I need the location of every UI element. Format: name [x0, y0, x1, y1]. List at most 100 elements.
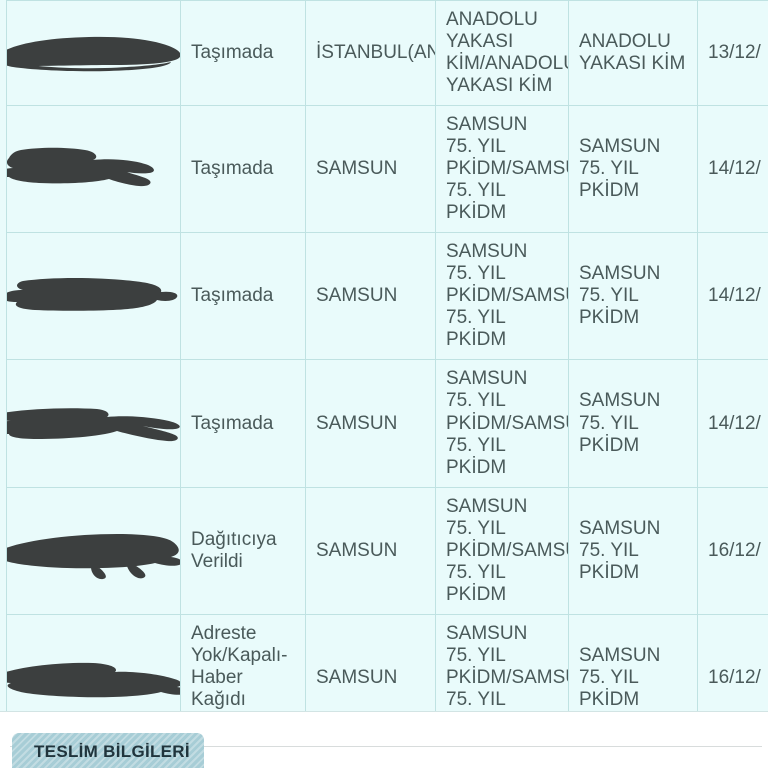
- status-line: Bırakıldı: [191, 711, 295, 712]
- destination-line: SAMSUN: [579, 517, 661, 539]
- recipient-cell-redacted: [6, 359, 181, 488]
- city-text: SAMSUN: [316, 158, 398, 180]
- destination-line: PKİDM: [579, 688, 640, 710]
- route-line: PKİDM/SAMSUN: [446, 666, 568, 688]
- route-line: PKİDM/SAMSUN: [446, 412, 568, 434]
- city-cell: SAMSUN: [305, 613, 436, 711]
- route-line: KİM/ANADOLU: [446, 53, 569, 75]
- destination-line: SAMSUN: [579, 263, 661, 285]
- destination-line: 75. YIL: [579, 285, 639, 307]
- route-line: PKİDM/SAMSUN: [446, 285, 568, 307]
- route-line: 75. YIL: [446, 517, 506, 539]
- route-line: PKİDM: [446, 329, 507, 351]
- redaction-mark-icon: [7, 520, 180, 582]
- route-cell: SAMSUN 75. YIL PKİDM/SAMSUN 75. YIL PKİD…: [435, 486, 569, 615]
- status-line: Adreste: [191, 622, 257, 644]
- table-row[interactable]: Taşımada SAMSUN SAMSUN 75. YIL PKİDM/SAM…: [6, 105, 768, 234]
- city-cell: İSTANBUL(AN: [305, 0, 436, 107]
- date-cell: 14/12/: [697, 359, 768, 488]
- route-line: SAMSUN: [446, 241, 528, 263]
- date-text: 16/12/: [708, 539, 761, 561]
- status-cell: Taşımada: [180, 232, 306, 361]
- route-line: 75. YIL: [446, 263, 506, 285]
- route-line: 75. YIL: [446, 390, 506, 412]
- route-line: SAMSUN: [446, 622, 528, 644]
- status-text: Taşımada: [191, 285, 274, 307]
- date-cell: 16/12/: [697, 613, 768, 711]
- route-line: PKİDM: [446, 711, 568, 712]
- status-line: Kağıdı: [191, 688, 246, 710]
- destination-line: 75. YIL: [579, 539, 639, 561]
- route-line: PKİDM/SAMSUN: [446, 158, 568, 180]
- table-row[interactable]: Adreste Yok/Kapalı- Haber Kağıdı Bırakıl…: [6, 613, 768, 712]
- route-line: YAKASI KİM: [446, 75, 553, 97]
- date-cell: 16/12/: [697, 486, 768, 615]
- redaction-mark-icon: [7, 647, 180, 709]
- table-row[interactable]: Dağıtıcıya Verildi SAMSUN SAMSUN 75. YIL…: [6, 486, 768, 615]
- city-text: SAMSUN: [316, 285, 398, 307]
- status-cell: Dağıtıcıya Verildi: [180, 486, 306, 615]
- destination-line: 75. YIL: [579, 412, 639, 434]
- date-text: 14/12/: [708, 285, 761, 307]
- route-line: 75. YIL: [446, 561, 506, 583]
- destination-cell: SAMSUN 75. YIL PKİDM: [568, 613, 698, 711]
- status-line: Yok/Kapalı-: [191, 644, 288, 666]
- date-cell: 14/12/: [697, 105, 768, 234]
- route-cell: ANADOLU YAKASI KİM/ANADOLU YAKASI KİM: [435, 0, 569, 107]
- recipient-cell-redacted: [6, 105, 181, 234]
- tracking-table-body: Taşımada İSTANBUL(AN ANADOLU YAKASI KİM/…: [6, 0, 768, 712]
- city-text: SAMSUN: [316, 666, 398, 688]
- route-line: SAMSUN: [446, 368, 528, 390]
- redaction-mark-icon: [7, 393, 180, 455]
- route-cell: SAMSUN 75. YIL PKİDM/SAMSUN 75. YIL PKİD…: [435, 232, 569, 361]
- date-text: 13/12/: [708, 42, 761, 64]
- route-line: PKİDM: [446, 456, 507, 478]
- route-line: 75. YIL: [446, 434, 506, 456]
- destination-cell: SAMSUN 75. YIL PKİDM: [568, 486, 698, 615]
- delivery-info-tab[interactable]: TESLİM BİLGİLERİ: [12, 733, 204, 768]
- date-text: 14/12/: [708, 158, 761, 180]
- status-text: Taşımada: [191, 412, 274, 434]
- status-text: Taşımada: [191, 42, 274, 64]
- status-cell: Adreste Yok/Kapalı- Haber Kağıdı Bırakıl…: [180, 613, 306, 712]
- destination-cell: ANADOLU YAKASI KİM: [568, 0, 698, 107]
- table-row[interactable]: Taşımada İSTANBUL(AN ANADOLU YAKASI KİM/…: [6, 0, 768, 107]
- route-line: PKİDM/SAMSUN: [446, 539, 568, 561]
- city-cell: SAMSUN: [305, 232, 436, 361]
- destination-line: YAKASI KİM: [579, 53, 686, 75]
- section-divider: [10, 746, 762, 747]
- date-cell: 14/12/: [697, 232, 768, 361]
- status-line: Haber: [191, 666, 243, 688]
- route-line: 75. YIL: [446, 180, 506, 202]
- route-line: PKİDM: [446, 583, 507, 605]
- status-line: Verildi: [191, 550, 243, 572]
- table-row[interactable]: Taşımada SAMSUN SAMSUN 75. YIL PKİDM/SAM…: [6, 232, 768, 361]
- destination-line: SAMSUN: [579, 136, 661, 158]
- route-line: YAKASI: [446, 31, 514, 53]
- tracking-table-container: Taşımada İSTANBUL(AN ANADOLU YAKASI KİM/…: [0, 0, 768, 712]
- destination-line: 75. YIL: [579, 158, 639, 180]
- recipient-cell-redacted: [6, 232, 181, 361]
- destination-line: PKİDM: [579, 434, 640, 456]
- city-cell: SAMSUN: [305, 486, 436, 615]
- redaction-mark-icon: [7, 22, 180, 84]
- route-line: PKİDM: [446, 202, 507, 224]
- destination-cell: SAMSUN 75. YIL PKİDM: [568, 232, 698, 361]
- route-line: 75. YIL: [446, 136, 506, 158]
- route-line: ANADOLU: [446, 9, 538, 30]
- route-line: 75. YIL: [446, 688, 506, 710]
- destination-line: 75. YIL: [579, 666, 639, 688]
- recipient-cell-redacted: [6, 486, 181, 615]
- date-cell: 13/12/: [697, 0, 768, 107]
- route-line: SAMSUN: [446, 495, 528, 517]
- status-line: Dağıtıcıya: [191, 528, 277, 550]
- destination-line: PKİDM: [579, 180, 640, 202]
- table-row[interactable]: Taşımada SAMSUN SAMSUN 75. YIL PKİDM/SAM…: [6, 359, 768, 488]
- tracking-table: Taşımada İSTANBUL(AN ANADOLU YAKASI KİM/…: [6, 0, 768, 712]
- redaction-mark-icon: [7, 138, 180, 200]
- date-text: 16/12/: [708, 666, 761, 688]
- city-text: İSTANBUL(AN: [316, 42, 436, 64]
- destination-line: PKİDM: [579, 307, 640, 329]
- destination-cell: SAMSUN 75. YIL PKİDM: [568, 359, 698, 488]
